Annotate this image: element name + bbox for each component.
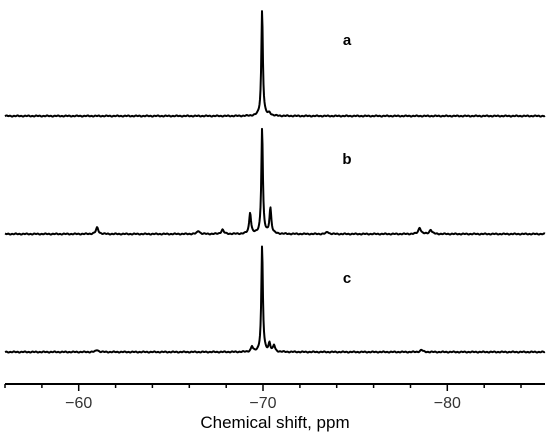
panel-label-c: c	[343, 270, 351, 287]
x-axis-ticks: −60 −70 −80	[4, 384, 522, 412]
x-tick-label: −80	[434, 395, 461, 412]
spectrum-trace-a	[4, 10, 546, 118]
spectrum-trace-b	[4, 127, 546, 236]
x-axis: −60 −70 −80 Chemical shift, ppm	[4, 383, 545, 432]
spectra-traces	[4, 10, 546, 354]
panel-labels: a b c	[342, 32, 351, 287]
panel-label-a: a	[343, 32, 352, 49]
panel-label-b: b	[342, 151, 351, 168]
x-axis-label: Chemical shift, ppm	[200, 413, 349, 432]
x-tick-label: −60	[65, 395, 92, 412]
x-tick-label: −70	[249, 395, 276, 412]
spectrum-trace-c	[4, 245, 546, 354]
